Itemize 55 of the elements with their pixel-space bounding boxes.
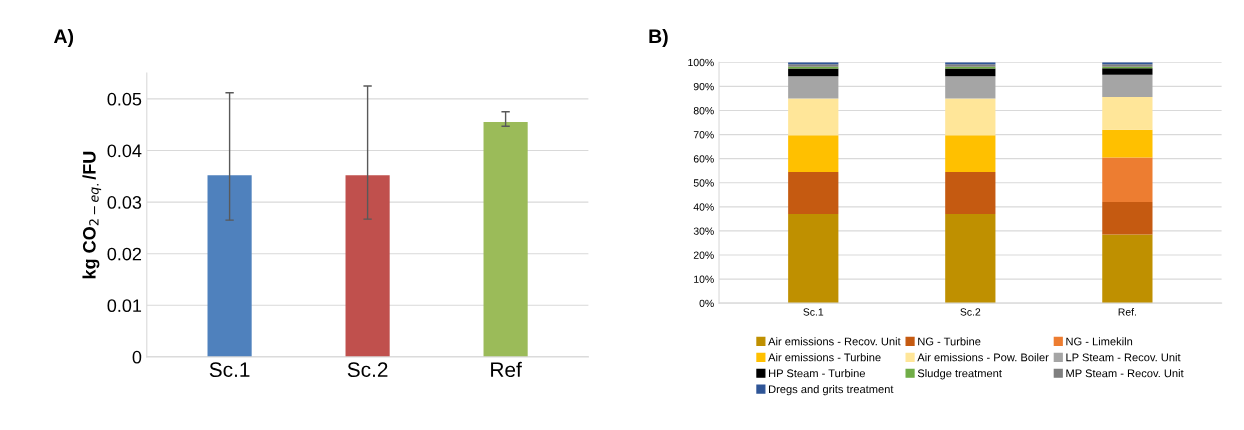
bar bbox=[1102, 202, 1153, 235]
bar bbox=[788, 68, 839, 77]
x-tick-label: Sc.1 bbox=[803, 308, 824, 316]
y-tick-label: 50% bbox=[693, 179, 714, 187]
y-tick-label: 70% bbox=[693, 131, 714, 139]
bar bbox=[945, 171, 996, 215]
legend-label: NG - Turbine bbox=[918, 337, 981, 346]
bar bbox=[788, 171, 839, 215]
legend-label: Dregs and grits treatment bbox=[769, 384, 894, 396]
y-tick-label: 0.03 bbox=[107, 196, 142, 209]
chart-title: A) bbox=[53, 28, 74, 48]
bar bbox=[1102, 97, 1153, 130]
y-tick-label: 0.05 bbox=[107, 92, 142, 106]
x-tick-label: Sc.2 bbox=[960, 308, 981, 316]
bar bbox=[945, 76, 996, 99]
bar bbox=[945, 135, 996, 172]
y-tick-label: 0.04 bbox=[107, 144, 142, 158]
legend-label: MP Steam - Recov. Unit bbox=[1066, 369, 1184, 378]
legend-label: NG - Limekiln bbox=[1066, 337, 1133, 346]
y-tick-label: 0 bbox=[132, 350, 142, 364]
bar bbox=[1102, 68, 1153, 75]
bar bbox=[788, 135, 839, 172]
bar bbox=[788, 76, 839, 99]
bar bbox=[1102, 234, 1153, 304]
x-tick-label: Sc.2 bbox=[347, 362, 388, 378]
bar bbox=[945, 214, 996, 304]
y-tick-label: 0.01 bbox=[107, 299, 142, 313]
y-tick-label: 40% bbox=[693, 203, 714, 211]
bar bbox=[945, 68, 996, 77]
chart-title: B) bbox=[649, 28, 668, 48]
bar bbox=[1102, 74, 1153, 98]
y-tick-label: 90% bbox=[693, 82, 714, 91]
x-tick-label: Ref bbox=[491, 361, 522, 378]
y-tick-label: 0.02 bbox=[107, 247, 142, 261]
y-tick-label: 100% bbox=[688, 58, 714, 67]
y-tick-label: 20% bbox=[693, 251, 714, 259]
bar bbox=[788, 214, 839, 304]
legend-label: HP Steam - Turbine bbox=[769, 369, 865, 378]
y-tick-label: 60% bbox=[693, 155, 714, 163]
legend-label: Air emissions - Pow. Boiler bbox=[917, 353, 1049, 362]
x-tick-label: Sc.1 bbox=[209, 362, 250, 378]
y-tick-label: 10% bbox=[694, 275, 714, 283]
y-axis-title: kg CO$_{2−eq.}$/FU bbox=[82, 151, 102, 279]
y-tick-label: 30% bbox=[693, 227, 714, 235]
legend-label: Air emissions - Turbine bbox=[768, 353, 881, 362]
y-tick-label: 80% bbox=[693, 107, 714, 115]
legend-label: Air emissions - Recov. Unit bbox=[768, 337, 901, 346]
bar bbox=[945, 98, 996, 136]
y-tick-label: 0% bbox=[699, 299, 714, 308]
x-tick-label: Ref. bbox=[1118, 308, 1136, 316]
bar bbox=[1102, 157, 1153, 203]
legend-label: LP Steam - Recov. Unit bbox=[1066, 353, 1181, 362]
legend-label: Sludge treatment bbox=[917, 369, 1002, 380]
bar bbox=[788, 98, 839, 136]
bar bbox=[1102, 129, 1153, 158]
